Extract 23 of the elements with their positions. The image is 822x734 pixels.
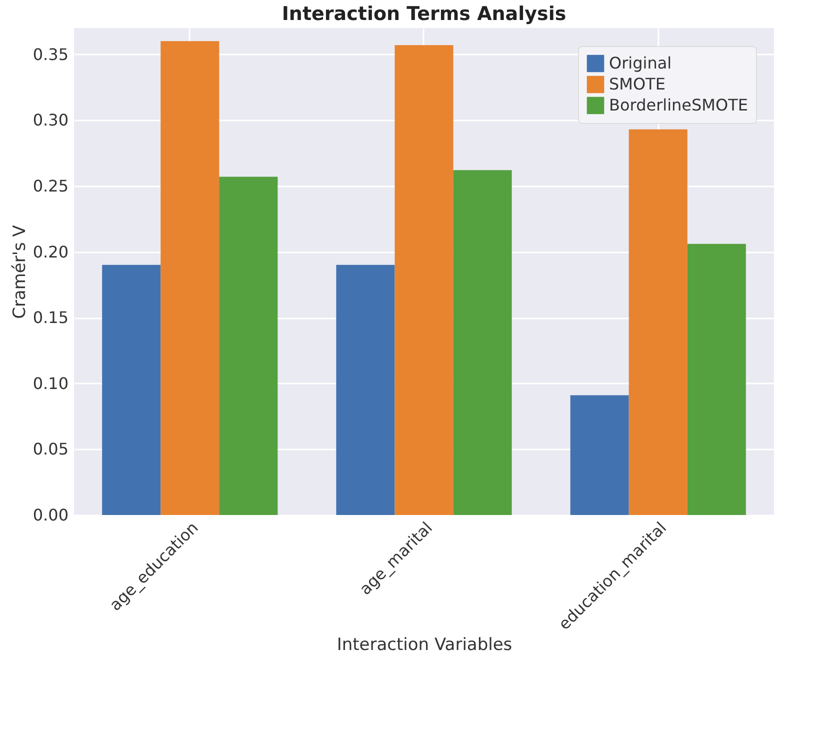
legend-label: BorderlineSMOTE [609, 96, 748, 114]
bar [219, 176, 278, 515]
y-tick-label: 0.00 [32, 506, 68, 524]
legend-label: SMOTE [609, 74, 666, 94]
bar [336, 264, 395, 515]
y-tick-label: 0.30 [32, 110, 68, 130]
bar [570, 395, 629, 515]
bar [628, 129, 688, 515]
x-axis-title: Interaction Variables [336, 634, 512, 655]
y-tick-label: 0.25 [32, 176, 68, 196]
y-tick-label: 0.35 [32, 44, 68, 64]
bar [687, 244, 746, 515]
bar [394, 45, 454, 515]
chart-title: Interaction Terms Analysis [282, 3, 566, 25]
y-axis-title: Cramér's V [10, 224, 30, 319]
bar [160, 41, 220, 515]
bar [453, 170, 512, 515]
legend-label: Original [609, 54, 672, 72]
y-tick-label: 0.20 [32, 242, 68, 262]
y-tick-label: 0.10 [32, 374, 68, 393]
y-tick-label: 0.05 [32, 440, 68, 459]
y-tick-label: 0.15 [32, 308, 68, 328]
bar [102, 264, 161, 515]
